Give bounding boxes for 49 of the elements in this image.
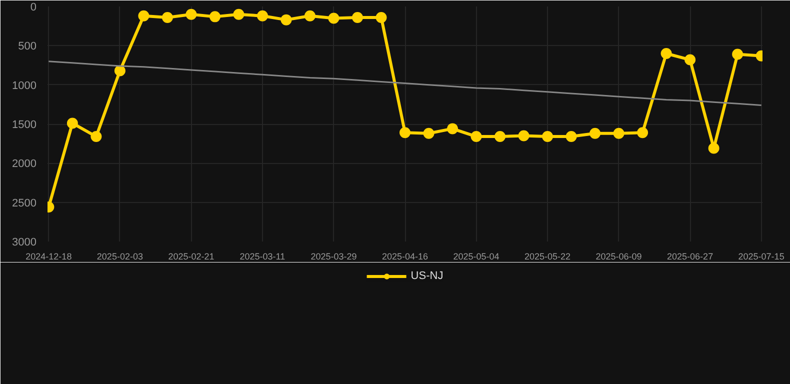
x-tick-label: 2025-05-22: [524, 252, 571, 262]
x-tick-label: 2025-03-11: [240, 252, 286, 262]
point: [400, 127, 410, 138]
x-tick-label: 2024-12-18: [26, 252, 72, 262]
point: [637, 127, 648, 138]
point: [138, 10, 150, 22]
point: [566, 131, 577, 142]
x-tick-label: 2025-02-21: [168, 252, 214, 262]
point: [376, 12, 387, 23]
x-tick-label: 2025-06-27: [667, 252, 714, 262]
point: [447, 123, 458, 134]
point: [233, 8, 244, 20]
x-tick-label: 2025-03-29: [310, 252, 357, 262]
point: [90, 131, 102, 142]
point: [114, 65, 126, 76]
y-tick-label: 500: [18, 40, 37, 53]
point: [66, 118, 78, 129]
point: [256, 10, 268, 22]
point: [542, 131, 554, 142]
y-tick-label: 1500: [12, 119, 37, 131]
y-tick-label: 0: [30, 2, 37, 14]
y-tick-label: 2000: [12, 158, 37, 170]
y-tick-label: 1000: [12, 80, 37, 92]
point: [209, 11, 220, 22]
line-series: [48, 60, 762, 106]
point: [708, 142, 720, 154]
x-tick-label: 2025-06-09: [596, 252, 642, 262]
y-tick-label: 2500: [12, 197, 37, 210]
point: [304, 10, 316, 22]
point: [732, 48, 744, 60]
point: [660, 48, 672, 59]
y-tick-label: 3000: [12, 236, 37, 248]
x-tick-label: 2025-04-16: [382, 252, 428, 262]
x-tick-label: 2025-05-04: [453, 252, 500, 262]
x-tick-label: 2025-07-15: [738, 252, 784, 262]
point: [470, 131, 482, 142]
legend-label: US-NJ: [410, 270, 444, 282]
x-tick-label: 2025-02-03: [96, 252, 143, 262]
point: [613, 128, 624, 139]
point: [684, 54, 696, 66]
point: [186, 8, 197, 20]
point: [280, 14, 292, 26]
point: [162, 12, 173, 23]
point: [494, 131, 506, 142]
point: [423, 128, 434, 139]
point: [328, 12, 340, 24]
point: [590, 128, 601, 139]
point: [352, 12, 363, 23]
point: [518, 130, 530, 142]
